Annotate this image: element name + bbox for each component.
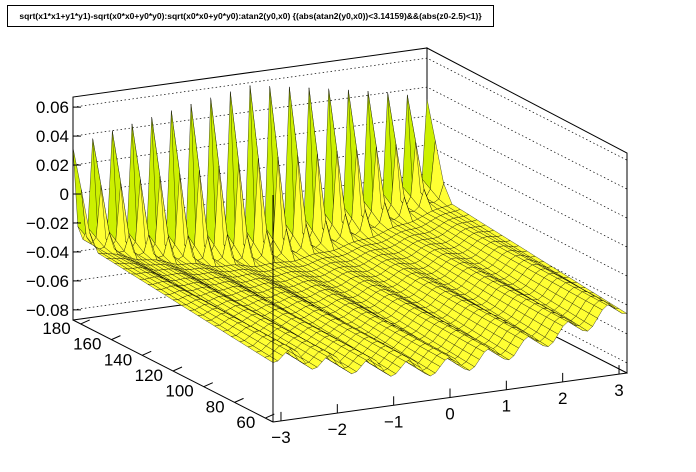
x-tick-label: 1 xyxy=(502,397,511,416)
x-tick-label: 0 xyxy=(445,405,454,424)
y-tick xyxy=(80,319,90,325)
y-tick-label: 180 xyxy=(42,319,70,338)
y-tick-label: 140 xyxy=(104,350,132,369)
y-tick-label: 160 xyxy=(73,335,101,354)
y-tick xyxy=(265,413,275,419)
y-tick-label: 60 xyxy=(236,413,255,432)
chart-title: sqrt(x1*x1+y1*y1)-sqrt(x0*x0+y0*y0):sqrt… xyxy=(7,5,494,27)
y-tick xyxy=(203,382,213,388)
z-tick-label: −0.06 xyxy=(26,272,69,291)
z-tick-label: −0.02 xyxy=(26,214,69,233)
y-tick-label: 100 xyxy=(165,382,193,401)
z-tick-label: −0.04 xyxy=(26,243,69,262)
grid-line xyxy=(72,86,628,190)
x-tick-label: 2 xyxy=(558,389,567,408)
y-tick xyxy=(234,397,244,403)
x-axis: −3 −2 −1 0 1 2 3 xyxy=(271,365,624,447)
x-tick-label: 3 xyxy=(614,381,623,400)
x-tick-label: −1 xyxy=(384,412,403,431)
y-tick xyxy=(111,335,121,341)
y-tick xyxy=(142,350,152,356)
y-tick-label: 120 xyxy=(135,366,163,385)
surface-cell xyxy=(613,308,628,314)
y-tick xyxy=(172,366,183,372)
x-tick-label: −2 xyxy=(328,420,347,439)
surface-plot xyxy=(72,85,628,377)
z-tick-label: 0.04 xyxy=(36,127,69,146)
z-tick-label: 0 xyxy=(60,185,69,204)
z-tick-label: 0.06 xyxy=(36,98,69,117)
z-tick-label: 0.02 xyxy=(36,156,69,175)
grid-line xyxy=(72,57,628,161)
z-axis: −0.08 −0.06 −0.04 −0.02 0 0.02 0.04 0.06 xyxy=(26,98,81,320)
x-tick-label: −3 xyxy=(271,428,290,447)
z-tick-label: −0.08 xyxy=(26,301,69,320)
y-tick-label: 80 xyxy=(206,397,225,416)
